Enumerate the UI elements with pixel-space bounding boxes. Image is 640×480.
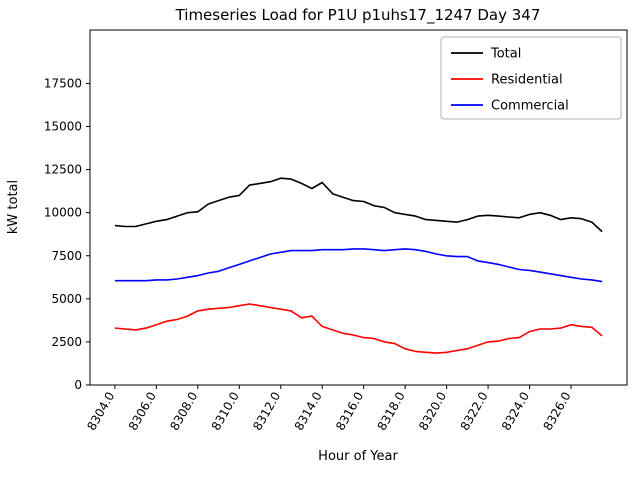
x-tick-label: 8324.0 (499, 390, 532, 433)
series-line-total (114, 177, 603, 233)
x-axis-label: Hour of Year (318, 449, 398, 464)
x-tick-label: 8310.0 (209, 390, 242, 433)
legend-box (440, 36, 622, 120)
x-tick-label: 8322.0 (458, 390, 491, 433)
x-tick-label: 8314.0 (292, 390, 325, 433)
axes-frame (89, 29, 628, 386)
y-tick-label: 5000 (51, 292, 82, 306)
x-tick-label: 8308.0 (167, 390, 200, 433)
series-line-residential (114, 303, 603, 354)
x-tick-label: 8318.0 (375, 390, 408, 433)
legend: Total Residential Commercial (440, 36, 622, 120)
legend-label-residential: Residential (491, 73, 563, 88)
legend-label-commercial: Commercial (491, 99, 569, 114)
x-tick-label: 8316.0 (333, 390, 366, 433)
x-tick-label: 8306.0 (126, 390, 159, 433)
x-tick-label: 8320.0 (416, 390, 449, 433)
y-tick-label: 0 (74, 378, 82, 392)
legend-label-total: Total (490, 47, 521, 62)
x-tick-label: 8326.0 (540, 390, 573, 433)
x-tick-label: 8312.0 (250, 390, 283, 433)
series-line-commercial (114, 248, 603, 283)
y-tick-label: 17500 (44, 76, 82, 90)
chart-title: Timeseries Load for P1U p1uhs17_1247 Day… (175, 6, 541, 25)
y-tick-label: 15000 (44, 120, 82, 134)
plot-area: 8304.0 8306.0 8308.0 8310.0 8312.0 8314.0 8316… (44, 29, 628, 433)
y-tick-label: 10000 (44, 206, 82, 220)
y-tick-label: 7500 (51, 249, 82, 263)
y-tick-label: 12500 (44, 163, 82, 177)
x-tick-label: 8304.0 (84, 390, 117, 433)
y-tick-label: 2500 (51, 335, 82, 349)
y-axis-label: kW total (6, 180, 21, 234)
